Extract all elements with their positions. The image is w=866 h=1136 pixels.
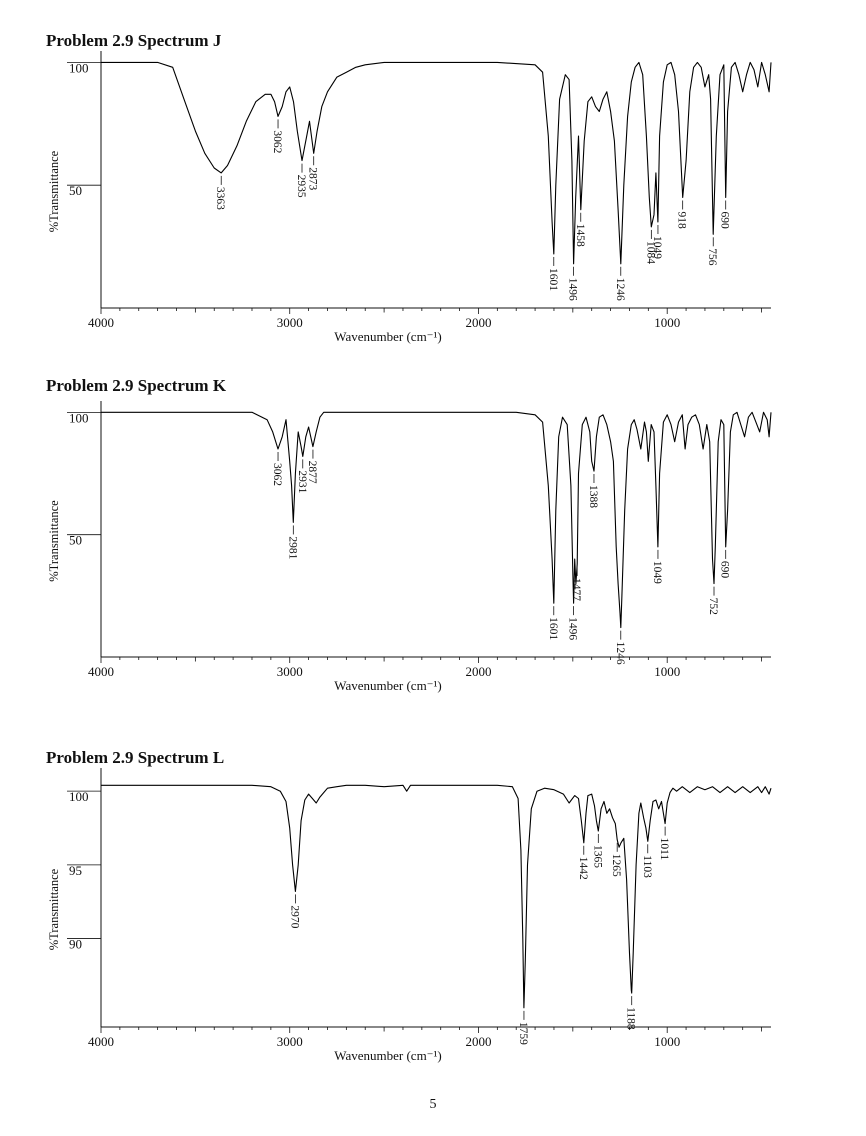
x-axis-label: Wavenumber (cm⁻¹)	[334, 678, 442, 693]
peak-label: 2935	[295, 175, 307, 198]
x-tick-label: 2000	[465, 315, 491, 330]
peak-label: 1365	[591, 845, 603, 868]
spectrum-line	[101, 61, 772, 265]
peak-label: 1246	[614, 642, 626, 665]
y-tick-label: 100	[69, 60, 89, 75]
x-tick-label: 4000	[88, 664, 114, 679]
peak-label: 3062	[271, 463, 283, 486]
peak-label: 1011	[658, 838, 670, 861]
y-tick-label: 90	[69, 937, 82, 952]
x-tick-label: 1000	[654, 315, 680, 330]
peak-label: 1103	[641, 855, 653, 878]
peak-label: 690	[719, 561, 731, 579]
peak-label: 1188	[625, 1007, 637, 1030]
chart-title: Problem 2.9 Spectrum L	[46, 748, 224, 767]
peak-label: 1601	[547, 617, 559, 640]
x-tick-label: 2000	[465, 664, 491, 679]
peak-label: 1458	[574, 224, 586, 247]
peak-label: 1265	[610, 854, 622, 877]
peak-label: 1049	[651, 561, 663, 584]
peak-label: 1084	[644, 241, 656, 264]
x-tick-label: 1000	[654, 1034, 680, 1049]
y-tick-label: 100	[69, 789, 89, 804]
peak-label: 918	[676, 211, 688, 229]
peak-label: 1246	[614, 278, 626, 301]
spectrum-line	[101, 411, 772, 629]
peak-label: 1477	[570, 578, 582, 601]
chart-3: Problem 2.9 Spectrum L 4000 3000 2000 1000 Wa…	[46, 748, 772, 1063]
peak-label: 1759	[517, 1022, 529, 1045]
chart-title: Problem 2.9 Spectrum J	[46, 31, 222, 50]
x-tick-label: 3000	[277, 315, 303, 330]
x-tick-label: 1000	[654, 664, 680, 679]
peak-label: 2970	[288, 905, 300, 928]
y-axis-label: %Transmittance	[47, 150, 61, 232]
peak-label: 2931	[296, 470, 308, 493]
peak-label: 1049	[651, 236, 663, 259]
peak-label: 1442	[577, 857, 589, 880]
peak-label: 1496	[567, 617, 579, 640]
peak-label: 2877	[306, 461, 318, 484]
peak-label: 1496	[567, 278, 579, 301]
x-tick-label: 3000	[277, 664, 303, 679]
peak-label: 2873	[307, 167, 319, 190]
x-tick-label: 4000	[88, 315, 114, 330]
y-tick-label: 100	[69, 410, 89, 425]
y-tick-label: 50	[69, 533, 82, 548]
chart-2: Problem 2.9 Spectrum K 4000 3000 2000 1000 Wa…	[46, 376, 772, 693]
y-axis-label: %Transmittance	[47, 868, 61, 950]
y-tick-label: 50	[69, 183, 82, 198]
peak-label: 3363	[214, 187, 226, 210]
x-axis-label: Wavenumber (cm⁻¹)	[334, 329, 442, 344]
peak-label: 2981	[286, 536, 298, 559]
spectrum-line	[101, 784, 772, 1009]
peak-label: 3062	[271, 130, 283, 153]
x-tick-label: 3000	[277, 1034, 303, 1049]
peak-label: 1388	[587, 485, 599, 508]
peak-label: 756	[706, 248, 718, 265]
x-tick-label: 4000	[88, 1034, 114, 1049]
page-number: 5	[429, 1097, 437, 1112]
peak-label: 1601	[547, 268, 559, 291]
x-tick-label: 2000	[465, 1034, 491, 1049]
chart-1: Problem 2.9 Spectrum J 4000 3000 2000 1000 Wa…	[46, 31, 772, 344]
peak-label: 752	[707, 598, 719, 616]
x-axis-label: Wavenumber (cm⁻¹)	[334, 1048, 442, 1063]
chart-title: Problem 2.9 Spectrum K	[46, 376, 227, 395]
y-tick-label: 95	[69, 863, 82, 878]
peak-label: 690	[719, 211, 731, 229]
y-axis-label: %Transmittance	[47, 500, 61, 582]
